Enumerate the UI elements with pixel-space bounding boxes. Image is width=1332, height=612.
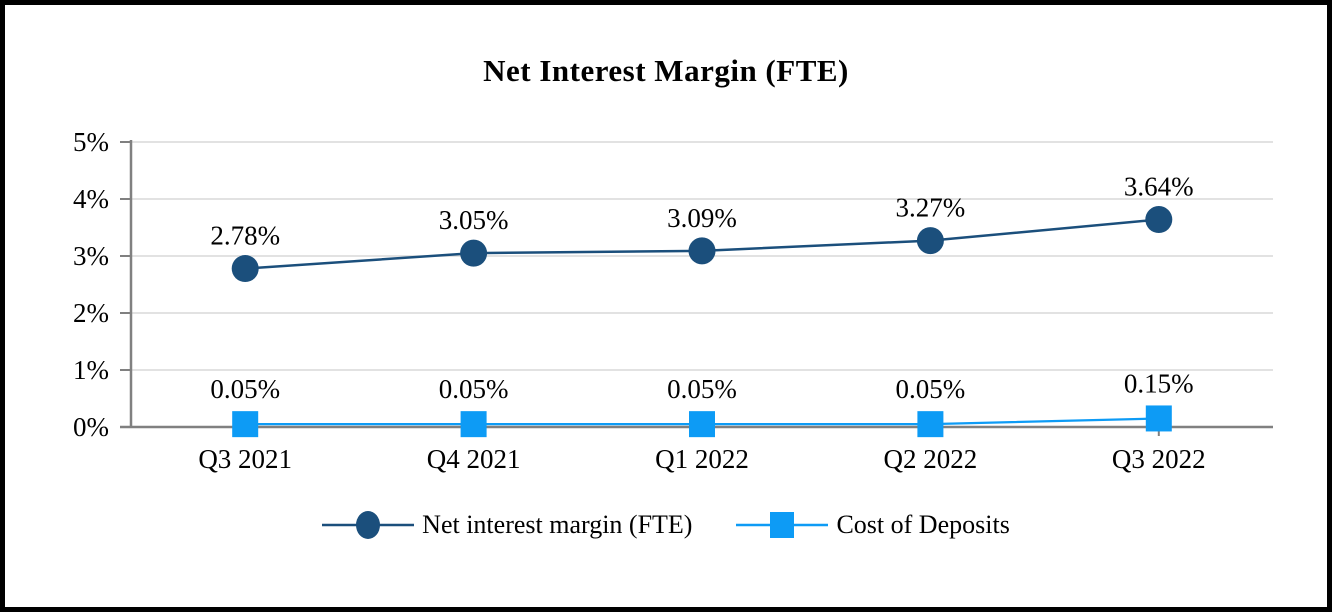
- legend-label-net-interest-margin: Net interest margin (FTE): [422, 510, 693, 539]
- legend-marker-square-icon: [736, 512, 829, 538]
- data-labels: 2.78% 3.05% 3.09% 3.27% 3.64% 0.05% 0.05% 0.05%…: [210, 172, 1193, 405]
- data-label: 0.15%: [1124, 368, 1194, 398]
- category-label: Q2 2022: [884, 444, 978, 474]
- y-tick-labels: 0% 1% 2% 3% 4% 5%: [73, 127, 109, 442]
- data-point-marker: [688, 237, 716, 265]
- legend-marker-circle-icon: [322, 511, 415, 539]
- category-label: Q3 2022: [1112, 444, 1206, 474]
- data-label: 2.78%: [210, 221, 280, 251]
- data-point-marker: [1145, 405, 1172, 432]
- y-tick-label: 2%: [73, 298, 109, 328]
- data-point-marker: [916, 227, 944, 255]
- category-label: Q3 2021: [198, 444, 292, 474]
- data-point-marker: [917, 411, 944, 438]
- data-label: 0.05%: [210, 374, 280, 404]
- data-point-marker: [232, 411, 259, 438]
- y-tick-label: 3%: [73, 241, 109, 271]
- data-label: 3.27%: [896, 193, 966, 223]
- legend-item-cost-of-deposits: Cost of Deposits: [736, 508, 1010, 542]
- data-label: 3.05%: [439, 205, 509, 235]
- y-axis: [120, 140, 133, 428]
- category-label: Q4 2021: [427, 444, 521, 474]
- data-label: 3.09%: [667, 203, 737, 233]
- legend-label-cost-of-deposits: Cost of Deposits: [836, 510, 1010, 539]
- category-label: Q1 2022: [655, 444, 749, 474]
- data-label: 0.05%: [439, 374, 509, 404]
- data-point-marker: [689, 411, 715, 438]
- y-tick-label: 0%: [73, 412, 109, 442]
- series-1: [232, 405, 1172, 438]
- data-label: 0.05%: [896, 374, 966, 404]
- series-0: [231, 206, 1173, 283]
- y-tick-label: 5%: [73, 127, 109, 157]
- plot-area: 2.78% 3.05% 3.09% 3.27% 3.64% 0.05% 0.05% 0.05%…: [73, 127, 1273, 474]
- data-label: 0.05%: [667, 374, 737, 404]
- data-label: 3.64%: [1124, 172, 1194, 202]
- y-tick-label: 4%: [73, 184, 109, 214]
- legend-item-net-interest-margin: Net interest margin (FTE): [322, 508, 692, 542]
- chart-title: Net Interest Margin (FTE): [483, 53, 849, 88]
- data-point-marker: [460, 411, 487, 438]
- chart-legend: Net interest margin (FTE) Cost of Deposi…: [5, 508, 1327, 542]
- data-point-marker: [1145, 206, 1173, 234]
- data-point-marker: [460, 239, 488, 267]
- y-tick-label: 1%: [73, 355, 109, 385]
- data-point-marker: [231, 255, 259, 283]
- category-labels: Q3 2021 Q4 2021 Q1 2022 Q2 2022 Q3 2022: [198, 444, 1205, 474]
